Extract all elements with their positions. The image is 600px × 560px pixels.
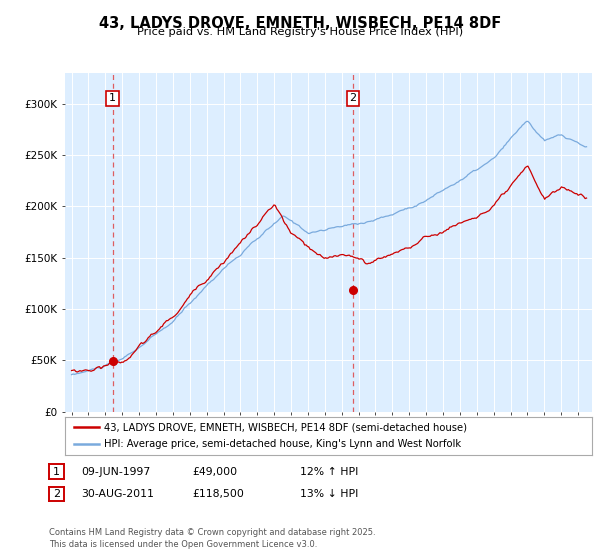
Text: 12% ↑ HPI: 12% ↑ HPI [300,466,358,477]
Text: Contains HM Land Registry data © Crown copyright and database right 2025.
This d: Contains HM Land Registry data © Crown c… [49,528,376,549]
Text: 43, LADYS DROVE, EMNETH, WISBECH, PE14 8DF: 43, LADYS DROVE, EMNETH, WISBECH, PE14 8… [99,16,501,31]
Text: £49,000: £49,000 [192,466,237,477]
Text: HPI: Average price, semi-detached house, King's Lynn and West Norfolk: HPI: Average price, semi-detached house,… [104,439,461,449]
Text: 30-AUG-2011: 30-AUG-2011 [81,489,154,499]
Text: 2: 2 [349,94,356,104]
Text: Price paid vs. HM Land Registry's House Price Index (HPI): Price paid vs. HM Land Registry's House … [137,27,463,37]
Text: 1: 1 [109,94,116,104]
Text: 09-JUN-1997: 09-JUN-1997 [81,466,150,477]
Text: £118,500: £118,500 [192,489,244,499]
Text: 43, LADYS DROVE, EMNETH, WISBECH, PE14 8DF (semi-detached house): 43, LADYS DROVE, EMNETH, WISBECH, PE14 8… [104,422,467,432]
Text: 2: 2 [53,489,60,499]
Text: 1: 1 [53,466,60,477]
Text: 13% ↓ HPI: 13% ↓ HPI [300,489,358,499]
